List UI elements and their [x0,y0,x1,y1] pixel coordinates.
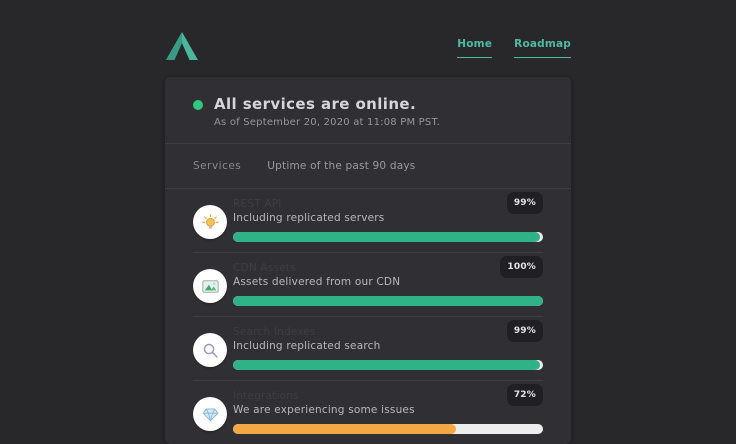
service-description: We are experiencing some issues [233,404,415,416]
service-description: Including replicated search [233,340,381,352]
service-name: CDN Assets [233,262,296,274]
service-name: REST API [233,198,282,210]
uptime-bar [233,424,543,434]
service-name: Search Indexes [233,326,316,338]
uptime-bar [233,296,543,306]
services-column-label: Services [193,160,242,172]
overall-status: All services are online. As of September… [165,77,571,143]
service-description: Including replicated servers [233,212,385,224]
service-row: Search Indexes Including replicated sear… [165,316,571,380]
uptime-bar [233,360,543,370]
online-status-dot-icon [193,100,203,110]
status-headline: All services are online. [214,95,417,113]
uptime-bar [233,232,543,242]
service-name: Integrations [233,390,299,402]
search-icon [193,333,227,367]
uptime-badge: 99% [506,320,543,342]
status-card: All services are online. As of September… [165,77,571,444]
nav-link-roadmap[interactable]: Roadmap [514,38,571,58]
nav-link-home[interactable]: Home [457,38,493,58]
status-timestamp: As of September 20, 2020 at 11:08 PM PST… [214,117,440,128]
uptime-badge: 72% [506,384,543,406]
uptime-bar-fill [233,296,543,306]
uptime-bar-fill [233,232,540,242]
brand-logo-icon[interactable] [165,31,199,61]
service-row: Integrations We are experiencing some is… [165,380,571,444]
page-container: Home Roadmap All services are online. As… [165,0,571,444]
service-row: CDN Assets Assets delivered from our CDN… [165,252,571,316]
main-nav: Home Roadmap [457,38,571,58]
service-description: Assets delivered from our CDN [233,276,401,288]
lightbulb-icon [193,205,227,239]
uptime-badge: 100% [500,256,543,278]
services-list: REST API Including replicated servers 99… [165,189,571,444]
image-icon [193,269,227,303]
uptime-column-label: Uptime of the past 90 days [267,160,416,172]
services-list-header: Services Uptime of the past 90 days [165,143,571,189]
uptime-bar-fill [233,424,457,434]
gem-icon [193,397,227,431]
service-row: REST API Including replicated servers 99… [165,189,571,252]
uptime-badge: 99% [506,192,543,214]
uptime-bar-fill [233,360,540,370]
top-bar: Home Roadmap [165,0,571,61]
